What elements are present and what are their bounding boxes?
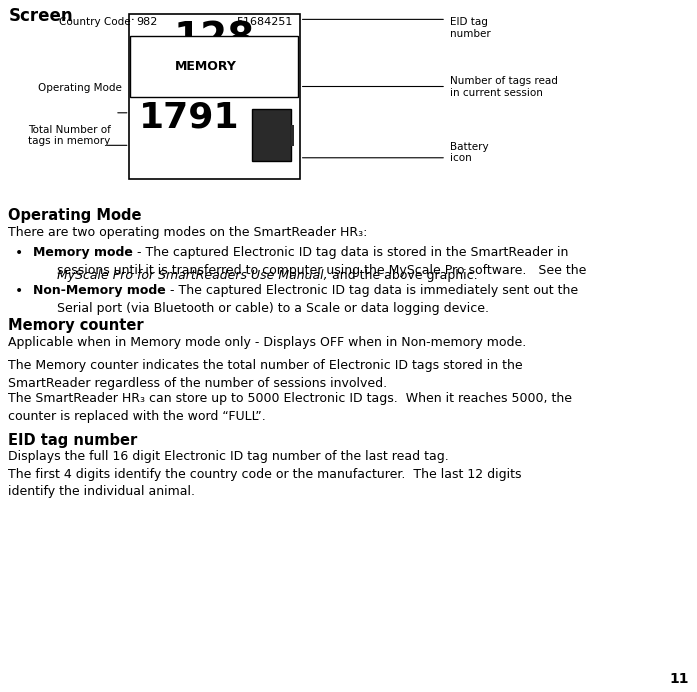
Text: MEMORY: MEMORY [175,60,237,73]
Text: Operating Mode: Operating Mode [8,208,142,223]
Text: Memory counter: Memory counter [8,318,144,334]
Bar [252,109,291,161]
Text: 982: 982 [136,17,158,27]
Text: - The captured Electronic ID tag data is immediately sent out the: - The captured Electronic ID tag data is… [166,284,579,297]
Text: Operating Mode: Operating Mode [38,83,122,93]
Text: Serial port (via Bluetooth or cable) to a Scale or data logging device.: Serial port (via Bluetooth or cable) to … [33,302,489,315]
Text: MyScale Pro for SmartReaders Use Manual,: MyScale Pro for SmartReaders Use Manual, [33,269,328,282]
Text: Displays the full 16 digit Electronic ID tag number of the last read tag.
The fi: Displays the full 16 digit Electronic ID… [8,450,522,498]
Text: EID tag
number: EID tag number [450,17,490,39]
Text: 11: 11 [669,673,689,686]
Bar [130,36,298,97]
Text: 1791: 1791 [139,100,240,134]
Text: - The captured Electronic ID tag data is stored in the SmartReader in: - The captured Electronic ID tag data is… [133,246,569,259]
Text: Applicable when in Memory mode only - Displays OFF when in Non-memory mode.: Applicable when in Memory mode only - Di… [8,336,527,349]
Text: Number of tags read
in current session: Number of tags read in current session [450,76,558,98]
Bar [291,125,294,146]
Text: The SmartReader HR₃ can store up to 5000 Electronic ID tags.  When it reaches 50: The SmartReader HR₃ can store up to 5000… [8,392,572,423]
Text: •: • [15,284,24,298]
Text: Screen: Screen [8,7,73,25]
Text: Total Number of
tags in memory: Total Number of tags in memory [28,125,111,146]
Text: There are two operating modes on the SmartReader HR₃:: There are two operating modes on the Sma… [8,226,368,239]
Text: Battery
icon: Battery icon [450,142,488,163]
Text: Memory mode: Memory mode [33,246,133,259]
Text: and the above graphic.: and the above graphic. [328,269,477,282]
Text: The Memory counter indicates the total number of Electronic ID tags stored in th: The Memory counter indicates the total n… [8,359,523,390]
Text: sessions until it is transferred to computer using the MyScale Pro software.   S: sessions until it is transferred to comp… [33,264,587,277]
Text: Country Code: Country Code [59,17,131,27]
Text: 51684251: 51684251 [236,17,293,27]
Bar [129,14,300,179]
Text: 128: 128 [174,21,255,59]
Text: •: • [15,246,24,260]
Text: Non-Memory mode: Non-Memory mode [33,284,166,297]
Text: EID tag number: EID tag number [8,432,137,448]
